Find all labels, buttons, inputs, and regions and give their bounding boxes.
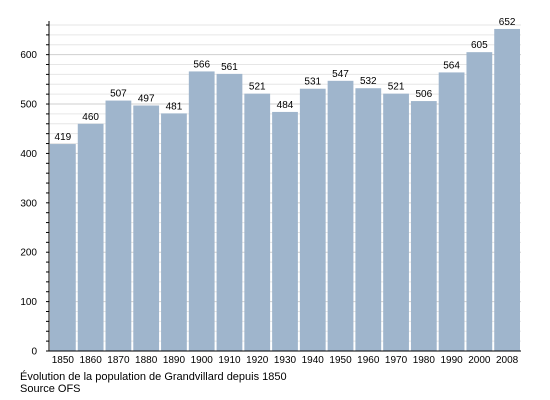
data-label: 532 bbox=[360, 76, 377, 87]
x-tick-label: 2000 bbox=[468, 355, 491, 366]
bar-1880 bbox=[133, 105, 160, 352]
bar-1930 bbox=[272, 111, 298, 351]
x-tick-label: 1960 bbox=[357, 355, 380, 366]
bar-1910 bbox=[216, 73, 243, 352]
data-label: 561 bbox=[221, 62, 238, 73]
bar-1920 bbox=[244, 93, 271, 351]
axes: 1850 1860 1870 1880 1890 1900 1910 1920 1930 1940… bbox=[20, 21, 521, 366]
population-bar-chart: 419 460 507 497 481 566 561 521 484 531 547 532 521 5… bbox=[20, 17, 521, 366]
x-tick-label: 1880 bbox=[135, 355, 158, 366]
y-tick-label: 0 bbox=[31, 347, 37, 358]
y-tick-label: 300 bbox=[20, 198, 37, 209]
x-tick-label: 1870 bbox=[107, 355, 130, 366]
x-tick-label: 1990 bbox=[440, 355, 463, 366]
data-label: 497 bbox=[138, 94, 155, 105]
y-tick-label: 400 bbox=[20, 149, 37, 160]
x-tick-label: 1890 bbox=[163, 355, 186, 366]
x-tick-label: 1970 bbox=[385, 355, 408, 366]
bars bbox=[50, 28, 520, 352]
bar-1970 bbox=[383, 93, 409, 351]
data-label: 547 bbox=[332, 69, 349, 80]
x-tick-label: 2008 bbox=[496, 355, 519, 366]
x-tick-label: 1860 bbox=[80, 355, 103, 366]
chart-source: Source OFS bbox=[20, 383, 81, 395]
bar-1940 bbox=[299, 88, 326, 351]
data-label: 460 bbox=[82, 112, 99, 123]
bar-1870 bbox=[105, 100, 132, 351]
bar-1950 bbox=[327, 80, 354, 351]
x-tick-label: 1910 bbox=[218, 355, 241, 366]
data-label: 507 bbox=[110, 89, 127, 100]
y-tick-label: 500 bbox=[20, 100, 37, 111]
bar-1900 bbox=[188, 71, 215, 352]
bar-1960 bbox=[355, 88, 382, 351]
bar-2008 bbox=[494, 28, 520, 352]
x-tick-label: 1850 bbox=[52, 355, 75, 366]
bar-1860 bbox=[77, 123, 104, 352]
x-tick-label: 1950 bbox=[329, 355, 352, 366]
data-label: 605 bbox=[471, 40, 488, 51]
x-tick-label: 1920 bbox=[246, 355, 269, 366]
chart-caption: Évolution de la population de Grandvilla… bbox=[20, 371, 287, 383]
bar-1850 bbox=[50, 144, 76, 351]
data-label: 481 bbox=[166, 101, 183, 112]
y-tick-label: 200 bbox=[20, 248, 37, 259]
x-tick-label: 1900 bbox=[191, 355, 214, 366]
data-label: 566 bbox=[193, 59, 210, 70]
x-tick-label: 1940 bbox=[302, 355, 325, 366]
data-label: 564 bbox=[443, 60, 460, 71]
y-tick-label: 100 bbox=[20, 297, 37, 308]
data-labels: 419 460 507 497 481 566 561 521 484 531 547 532 521 5… bbox=[55, 17, 516, 143]
data-label: 419 bbox=[55, 132, 72, 143]
data-label: 652 bbox=[499, 17, 516, 28]
bar-1980 bbox=[410, 101, 437, 351]
y-tick-label: 600 bbox=[20, 50, 37, 61]
data-label: 521 bbox=[249, 82, 266, 93]
x-tick-label: 1930 bbox=[274, 355, 297, 366]
x-tick-label: 1980 bbox=[413, 355, 436, 366]
bar-1890 bbox=[161, 113, 187, 351]
data-label: 521 bbox=[388, 82, 405, 93]
data-label: 506 bbox=[415, 89, 432, 100]
bar-1990 bbox=[438, 72, 465, 351]
bar-2000 bbox=[466, 52, 493, 352]
data-label: 531 bbox=[304, 77, 321, 88]
data-label: 484 bbox=[277, 100, 294, 111]
